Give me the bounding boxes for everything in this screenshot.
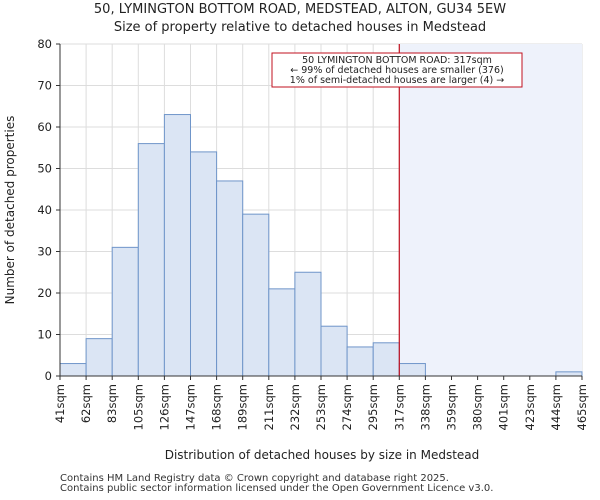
bar-147sqm [190,151,218,377]
x-tick-label: 359sqm [445,384,459,430]
y-tick-label: 40 [37,203,52,217]
chart-title: 50, LYMINGTON BOTTOM ROAD, MEDSTEAD, ALT… [94,2,506,17]
bar-168sqm [216,180,244,377]
x-tick-label: 147sqm [184,384,198,430]
bar-274sqm [346,346,374,377]
footer-line-2: Contains public sector information licen… [60,483,494,494]
x-tick-label: 338sqm [418,384,432,430]
x-tick-label: 62sqm [79,384,93,423]
annotation-line-1: 50 LYMINGTON BOTTOM ROAD: 317sqm [302,55,492,66]
y-tick-label: 0 [45,369,52,383]
bar-253sqm [320,325,348,377]
footer-line-1: Contains HM Land Registry data © Crown c… [60,473,449,484]
y-tick-label: 20 [37,286,52,300]
bars-layer [59,114,583,377]
x-tick-label: 211sqm [262,384,276,430]
x-tick-label: 41sqm [53,384,67,423]
highlight-region [399,44,582,376]
y-axis-label: Number of detached properties [3,116,17,305]
y-tick-label: 60 [37,120,52,134]
y-tick-label: 50 [37,162,52,176]
ticks-layer: 0 10 20 30 40 50 60 70 80 41sqm 62sqm 83sqm 105sqm 12… [37,37,589,430]
x-tick-label: 465sqm [575,384,589,430]
annotation-box: 50 LYMINGTON BOTTOM ROAD: 317sqm ← 99% o… [271,52,523,88]
x-tick-label: 274sqm [340,384,354,430]
x-tick-label: 168sqm [210,384,224,430]
y-tick-label: 80 [37,37,52,51]
x-tick-label: 295sqm [366,384,380,430]
bar-105sqm [137,143,165,377]
x-tick-label: 189sqm [236,384,250,430]
x-tick-label: 380sqm [471,384,485,430]
x-tick-label: 83sqm [105,384,119,423]
x-tick-label: 232sqm [288,384,302,430]
annotation-line-2: ← 99% of detached houses are smaller (37… [290,65,503,76]
chart-subtitle: Size of property relative to detached ho… [114,20,486,35]
bar-232sqm [294,271,322,377]
annotation-line-3: 1% of semi-detached houses are larger (4… [290,75,504,86]
bar-83sqm [111,246,139,377]
x-tick-label: 401sqm [497,384,511,430]
bar-189sqm [242,213,270,377]
bar-62sqm [85,338,113,377]
y-tick-label: 10 [37,328,52,342]
bar-317sqm [398,363,426,377]
x-tick-label: 317sqm [392,384,406,430]
x-tick-label: 253sqm [314,384,328,430]
bar-444sqm [555,371,583,377]
bar-295sqm [372,342,400,377]
x-tick-label: 105sqm [131,384,145,430]
bar-126sqm [163,114,191,377]
x-axis-label: Distribution of detached houses by size … [165,448,480,462]
bar-41sqm [59,363,87,377]
x-tick-label: 126sqm [157,384,171,430]
annotation-frame [271,52,523,88]
y-tick-label: 30 [37,245,52,259]
bar-211sqm [268,288,296,377]
y-tick-label: 70 [37,79,52,93]
x-tick-label: 423sqm [523,384,537,430]
x-tick-label: 444sqm [549,384,563,430]
